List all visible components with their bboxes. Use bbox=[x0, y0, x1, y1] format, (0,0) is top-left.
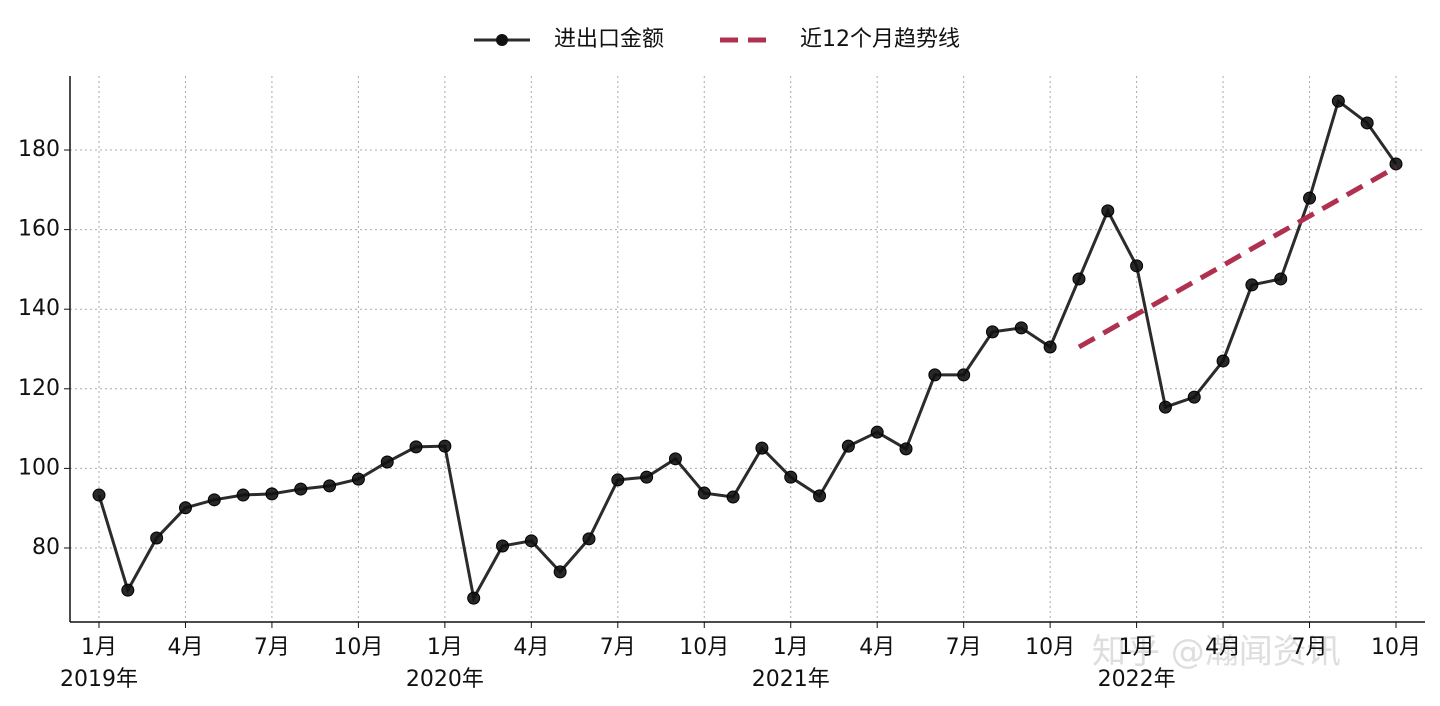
point bbox=[236, 488, 250, 502]
point bbox=[640, 470, 654, 484]
x-tick-label: 7月 bbox=[1291, 635, 1328, 660]
point bbox=[294, 482, 308, 496]
point bbox=[1043, 340, 1057, 354]
x-tick-label: 4月 bbox=[167, 635, 204, 660]
y-tick-label: 160 bbox=[18, 217, 60, 242]
legend-label: 近12个月趋势线 bbox=[800, 27, 960, 52]
point bbox=[985, 325, 999, 339]
point bbox=[1274, 272, 1288, 286]
x-tick-label: 1月 2019年 bbox=[60, 635, 138, 692]
y-tick-label: 120 bbox=[18, 376, 60, 401]
series-line bbox=[1077, 164, 1398, 350]
x-tick-label: 10月 bbox=[1371, 635, 1421, 660]
point bbox=[1072, 272, 1086, 286]
point bbox=[121, 583, 135, 597]
point bbox=[409, 440, 423, 454]
x-tick-label: 10月 bbox=[1025, 635, 1076, 660]
x-tick-label: 4月 bbox=[859, 635, 896, 660]
point bbox=[1216, 354, 1230, 368]
x-tick-label: 4月 bbox=[1205, 635, 1242, 660]
point bbox=[1389, 157, 1403, 171]
point bbox=[1360, 116, 1374, 130]
x-tick-label: 7月 bbox=[253, 635, 290, 660]
y-tick-label: 180 bbox=[18, 137, 60, 162]
point bbox=[870, 425, 884, 439]
point bbox=[928, 368, 942, 382]
point bbox=[1130, 259, 1144, 273]
point bbox=[1331, 94, 1345, 108]
point bbox=[899, 442, 913, 456]
point bbox=[1014, 321, 1028, 335]
point bbox=[1158, 400, 1172, 414]
point bbox=[957, 368, 971, 382]
x-tick-label: 7月 bbox=[599, 635, 636, 660]
point bbox=[582, 532, 596, 546]
point bbox=[611, 473, 625, 487]
point bbox=[1187, 390, 1201, 404]
x-tick-label: 1月 2020年 bbox=[405, 635, 484, 692]
x-tick-label: 10月 bbox=[679, 635, 730, 660]
legend-label: 进出口金额 bbox=[554, 27, 664, 52]
y-tick-label: 80 bbox=[32, 535, 60, 560]
point bbox=[1303, 191, 1317, 205]
x-tick-label: 7月 bbox=[945, 635, 982, 660]
point bbox=[323, 479, 337, 493]
point bbox=[380, 455, 394, 469]
point bbox=[668, 452, 682, 466]
x-tick-label: 10月 bbox=[333, 635, 384, 660]
point bbox=[351, 472, 365, 486]
series-line bbox=[97, 98, 1398, 603]
x-tick-label: 1月 2022年 bbox=[1097, 635, 1176, 692]
point bbox=[813, 489, 827, 503]
y-tick-label: 140 bbox=[18, 296, 60, 321]
point bbox=[438, 439, 452, 453]
legend-marker bbox=[496, 34, 508, 46]
point bbox=[496, 539, 510, 553]
point bbox=[755, 441, 769, 455]
point bbox=[726, 490, 740, 504]
watermark: 知乎 @瀚闻资讯 bbox=[1092, 632, 1341, 672]
point bbox=[150, 531, 164, 545]
point bbox=[207, 493, 221, 507]
point bbox=[784, 470, 798, 484]
point bbox=[92, 488, 106, 502]
x-tick-label: 1月 2021年 bbox=[751, 635, 830, 692]
point bbox=[1245, 278, 1259, 292]
point bbox=[178, 501, 192, 515]
y-tick-label: 100 bbox=[18, 455, 60, 480]
point bbox=[553, 565, 567, 579]
point bbox=[1101, 204, 1115, 218]
point bbox=[265, 487, 279, 501]
x-tick-label: 4月 bbox=[513, 635, 550, 660]
point bbox=[467, 591, 481, 605]
point bbox=[697, 486, 711, 500]
point bbox=[524, 534, 538, 548]
point bbox=[841, 439, 855, 453]
